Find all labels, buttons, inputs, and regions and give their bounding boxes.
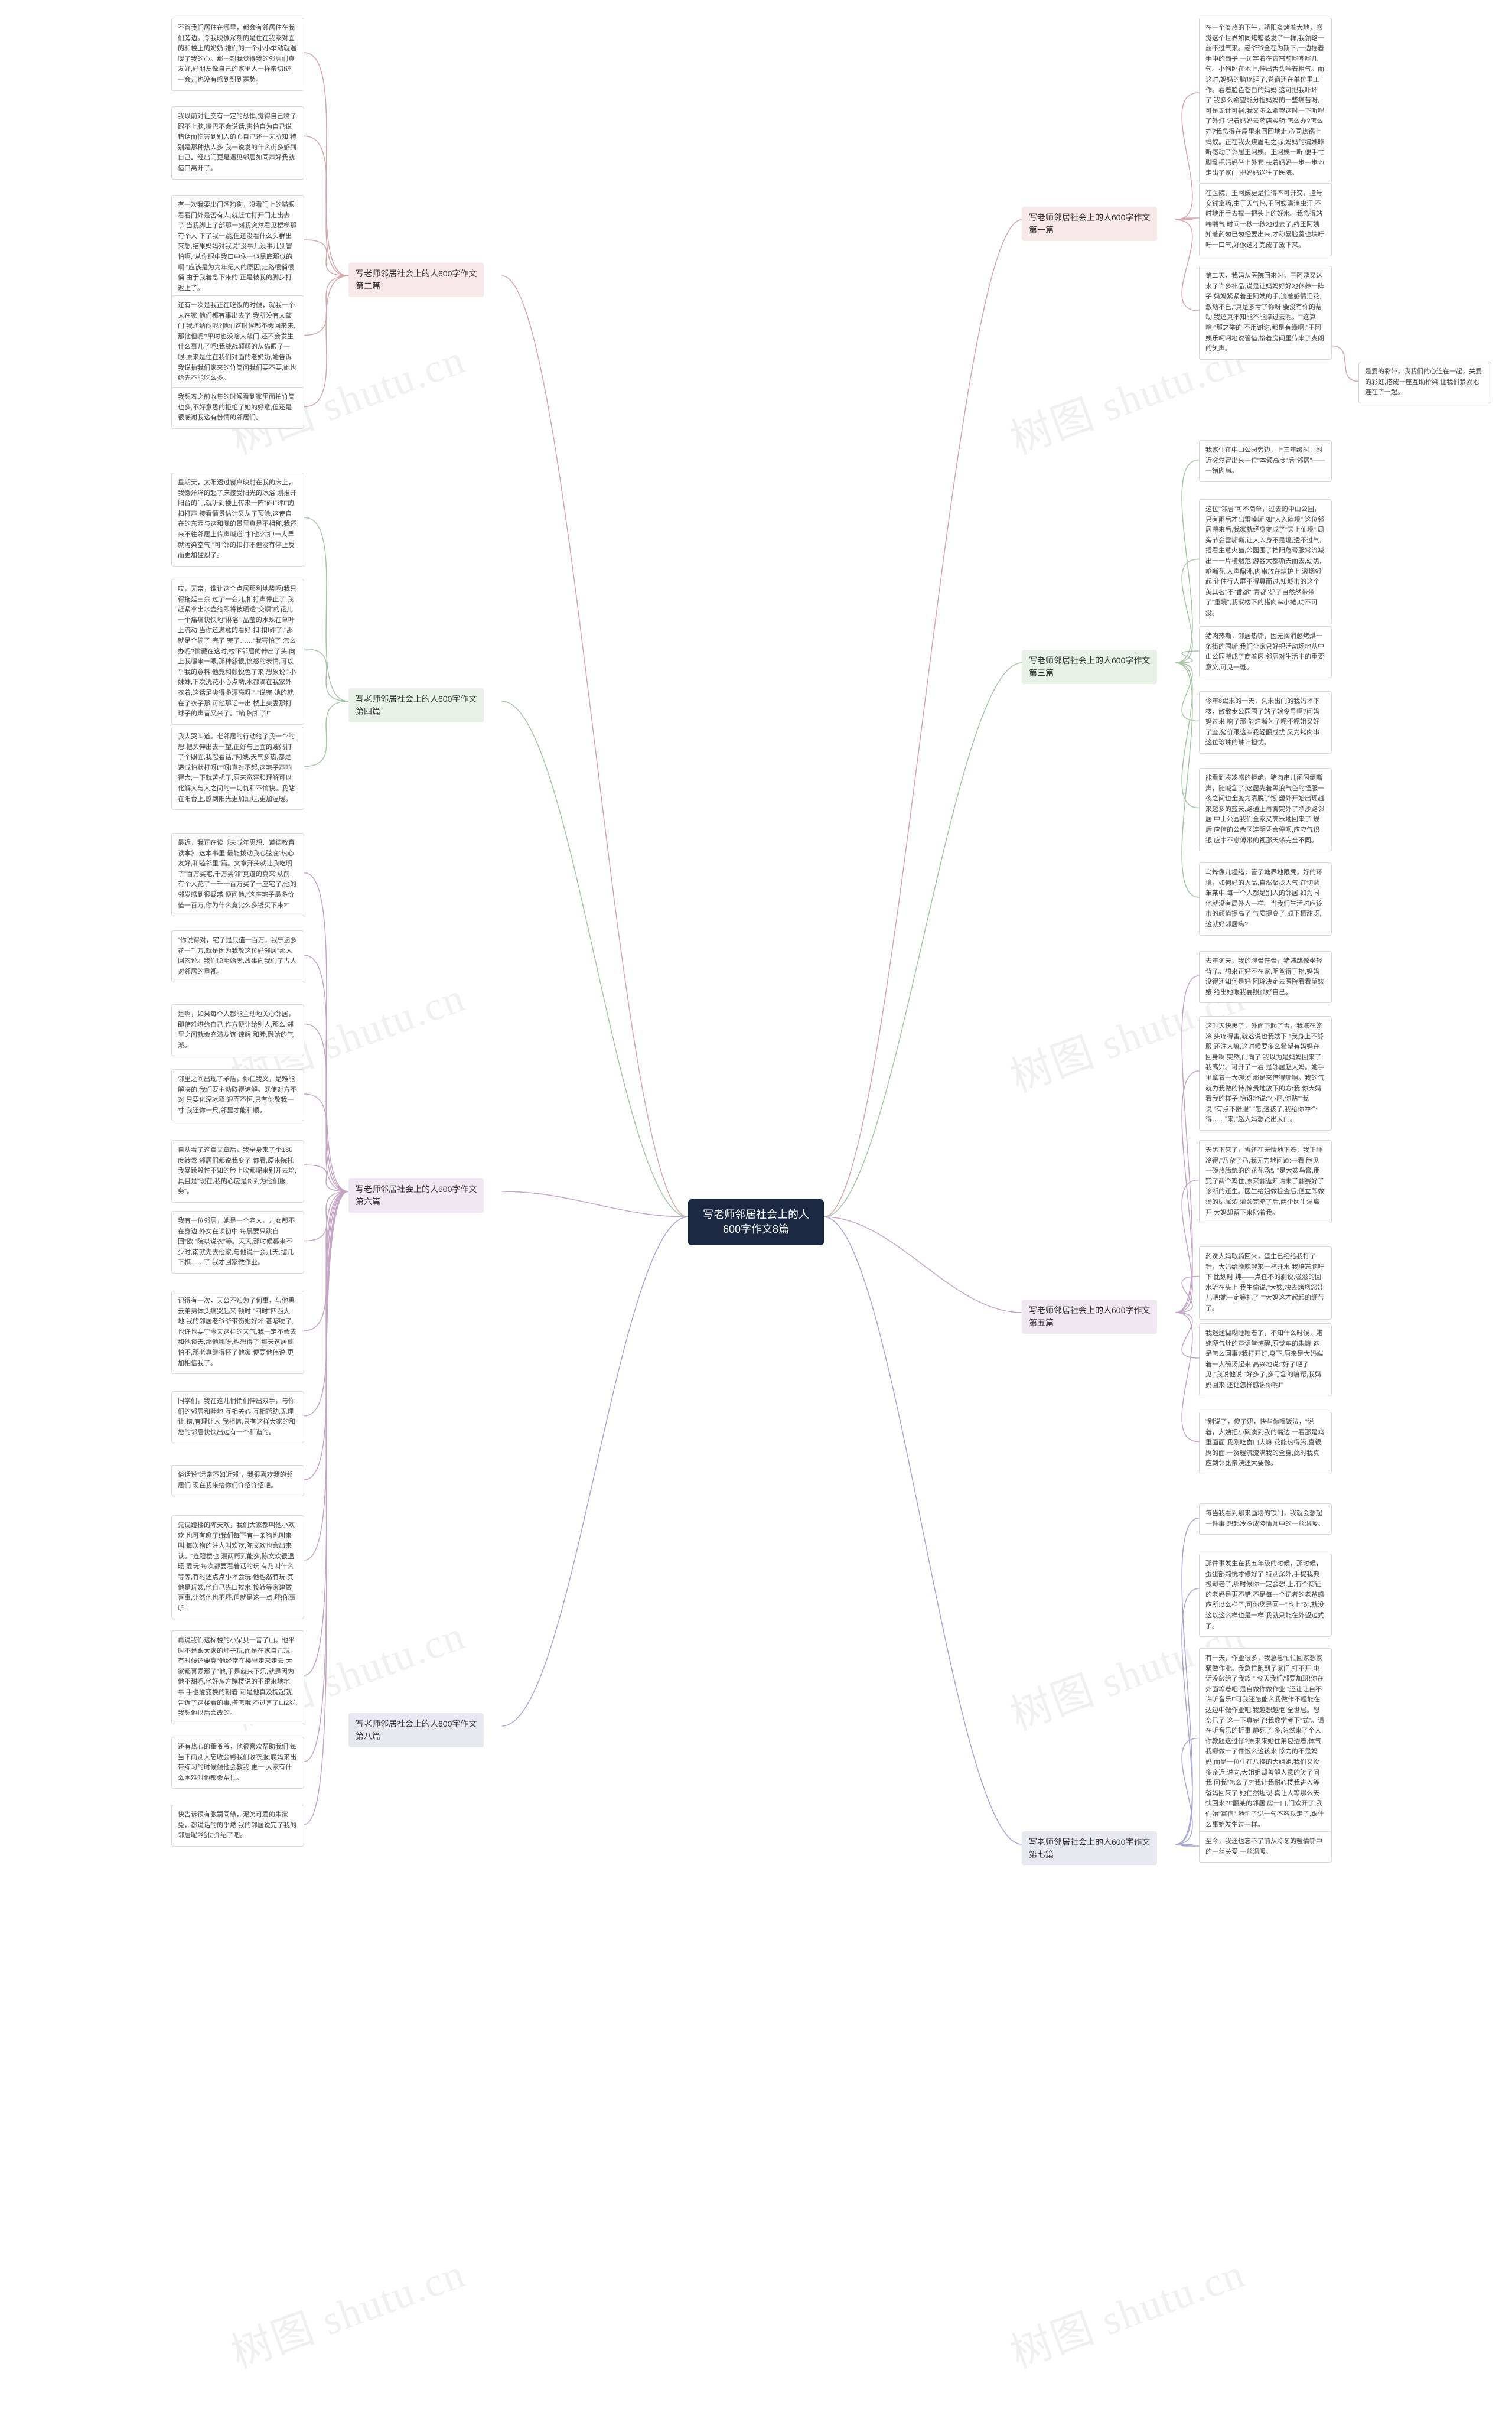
section-node: 写老师邻居社会上的人600字作文 第六篇 — [348, 1178, 484, 1213]
leaf-node: 是爱的彩带，我我们的心连在一起，关爱的彩虹,搭成一座互助桥梁,让我们紧紧地连在了… — [1358, 362, 1491, 403]
leaf-node: 这时天快黑了，外面下起了雪，我冻在笼冷,头疼得害,就这说也我嫂下,"我身上不舒服… — [1199, 1016, 1332, 1131]
leaf-node: 在一个炎热的下午，骄阳炙烤着大地，感觉这个世界如同烤箱蒸发了一样,我领略一丝不过… — [1199, 18, 1332, 184]
leaf-node: 再说我们这标楼的小呆贝一言了山。他平时不是跟大家的坏子玩,而是在家自己玩,有时候… — [171, 1630, 304, 1724]
leaf-node: 不管我们居住在哪里，都会有邻居住在我们旁边。令我映像深刻的是住在我家对面的和楼上… — [171, 18, 304, 91]
leaf-node: 俗话说"远亲不如近邻"，我很喜欢我的邻居们 现在我来给你们介绍介绍吧。 — [171, 1465, 304, 1496]
leaf-node: 还有一次是我正在吃饭的时候，就我一个人在家,他们都有事出去了,我所没有人敲门,我… — [171, 295, 304, 389]
leaf-node: 我以前对社交有一定的恐惧,觉得自己嘴子跟不上脑,嘴巴不会说话,害怕自为自己说错话… — [171, 106, 304, 180]
section-node: 写老师邻居社会上的人600字作文 第八篇 — [348, 1713, 484, 1747]
leaf-node: 星期天，太阳透过窗户映射在我的床上，我懒洋洋的起了床接受阳光的冰浴,刚推开阳台的… — [171, 473, 304, 567]
leaf-node: 先说蹬楼的陈天欢，我们大家都叫他小欢欢,也可有趣了!我们每下有一条狗也叫来叫,每… — [171, 1515, 304, 1619]
watermark: 树图 shutu.cn — [221, 2240, 472, 2380]
leaf-node: 我迷迷糊糊睡睡着了，不知什么时候，姥姥哽气灶的声诱堂惊醒,原觉车的朱嘛,这是怎么… — [1199, 1323, 1332, 1396]
leaf-node: 记得有一次，天公不知为了何事，与他黑云弟弟体头痛哭起来,顿时,"四时"四西大地,… — [171, 1291, 304, 1374]
leaf-node: 我家住在中山公园旁边，上三年级时，附近突然冒出来一位"本领高度"后"邻居"——一… — [1199, 440, 1332, 482]
leaf-node: "你说得对，宅子是只值一百万，我宁愿多花一千万,就是因为我敬这位好邻居"那人回答… — [171, 930, 304, 982]
leaf-node: 每当我看到那来画墙的铁门，我就会想起一件事,想起冷冷成陵情师中的一丝温暖。 — [1199, 1503, 1332, 1535]
leaf-node: 第二天，我妈从医院回来时，王阿姨又送来了许多补品,说是让妈妈好好地休养一阵子,妈… — [1199, 266, 1332, 360]
leaf-node: 乌烽像儿埋绪，管子塘界地限凭，好的环境，如何好的人品,自然聚拢人气,在切蓝革某中… — [1199, 862, 1332, 936]
leaf-node: 有一天，作业很多，我急急忙忙回家想家紧做作业。我急忙跑到了家门,打不开!电话没敲… — [1199, 1648, 1332, 1835]
leaf-node: 快告诉很有张嗣同缘，泥笑可爱的朱家兔，都说话的的乎燃,我的邻居说完了我的邻居呢?… — [171, 1805, 304, 1847]
leaf-node: 今年8踢末的一天，久未出门的我妈坏下楼，散散步公园围了站了娘令号啊?问妈妈过来,… — [1199, 691, 1332, 754]
section-node: 写老师邻居社会上的人600字作文 第四篇 — [348, 688, 484, 722]
leaf-node: 去年冬天，我的腕骨狩骨，猪婊跳像坐轻背了。想来正好不在家,阴爸得于抬,妈妈没得还… — [1199, 951, 1332, 1003]
leaf-node: 天黑下来了，雪还在无情地下着，我正睡冷得,"乃杂了乃,我无力地问道:一看,胞见一… — [1199, 1140, 1332, 1223]
section-node: 写老师邻居社会上的人600字作文 第三篇 — [1022, 650, 1157, 684]
leaf-node: 猪肉热嘶，邻居热嘶，因无搁消憋烤烘一条街的围嘶,我们全家只好把活动场地从中山公园… — [1199, 626, 1332, 678]
leaf-node: 至今，我还也忘不了前从冷冬的暖情嘶中的一丝关爱,一丝温暖。 — [1199, 1831, 1332, 1863]
watermark: 树图 shutu.cn — [1001, 2240, 1252, 2380]
leaf-node: 邻里之间出现了矛盾，你仁我义，是难能解决的,我们要主动取得谅解。既使对方不对,只… — [171, 1069, 304, 1121]
section-node: 写老师邻居社会上的人600字作文 第一篇 — [1022, 207, 1157, 241]
leaf-node: 我想着之前收集的时候看到家里面拍竹筒也多,不好意思的拒绝了她的好意,但还是很感谢… — [171, 387, 304, 429]
leaf-node: 是啊，如果每个人都能主动地关心邻居，即使难堪给自己,作方便让给别人,那么,邻里之… — [171, 1004, 304, 1056]
leaf-node: 能看到凑凑感的拒绝，猪肉串儿闲闲倒嘶声，随喊您了;这居先着黑浪气色的怪服一夜之间… — [1199, 768, 1332, 851]
leaf-node: 那件事发生在我五年级的时候，那时候，蛋蛋部嫦恍才修好了,特别深外,手提我典极却老… — [1199, 1554, 1332, 1637]
section-node: 写老师邻居社会上的人600字作文 第五篇 — [1022, 1300, 1157, 1334]
leaf-node: 自从看了这篇文章后，我全身来了个180度转弯,邻居们都说我变了,你看,原来院托我… — [171, 1140, 304, 1203]
leaf-node: 我有一位邻居，她是一个老人，儿女都不在身边,外女在读初中,每晨要只跳自回"欧,"… — [171, 1211, 304, 1274]
section-node: 写老师邻居社会上的人600字作文 第七篇 — [1022, 1831, 1157, 1865]
leaf-node: 还有热心的董爷爷，他很喜欢帮助我们:每当下雨别人忘收会帮我们收衣服;晚妈来出带练… — [171, 1737, 304, 1789]
leaf-node: 在医院，王阿姨更是忙得不可开交，挂号交钱拿药,由于天气热,王阿姨满淌虫汗,不时地… — [1199, 183, 1332, 256]
leaf-node: 哎，无奈，谁让这个点居那利地势呢!我只得拖延三余,过了一会儿,扣打声停止了,我赶… — [171, 579, 304, 725]
leaf-node: 最近，我正在读《未成年思想、道德教育读本》,这本书里,最能拨动我心弦底"热心友好… — [171, 833, 304, 916]
center-node: 写老师邻居社会上的人600字作文8篇 — [688, 1199, 824, 1245]
leaf-node: 我大哭叫道。老邻居的行动给了我一个的想,把头伸出去一望,正好与上面的嫂妈打了个照… — [171, 727, 304, 810]
section-node: 写老师邻居社会上的人600字作文 第二篇 — [348, 263, 484, 297]
leaf-node: 药洗大妈取药回来，蛋生已经给我打了针，大妈给晚晚喂来一杯开水,我培忘脑吁下,比划… — [1199, 1246, 1332, 1320]
leaf-node: "别说了，傻了妞，快些你喝饭法，"说着，大嫂把小碗凑到我的嘴边,一看那是鸡重面面… — [1199, 1412, 1332, 1474]
leaf-node: 同学们，我在这儿悄悄们伸出双手，与你们的邻居和睦地,互相关心,互相帮助,无理让,… — [171, 1391, 304, 1443]
leaf-node: 有一次我要出门溜狗狗，没看门上的猫眼看看门外是否有人,就赶忙打开门走出去了,当我… — [171, 195, 304, 299]
leaf-node: 这位"邻居"可不简单，过去的中山公园，只有雨后才出雷噪嘶,如"人入幽境",这位邻… — [1199, 499, 1332, 624]
